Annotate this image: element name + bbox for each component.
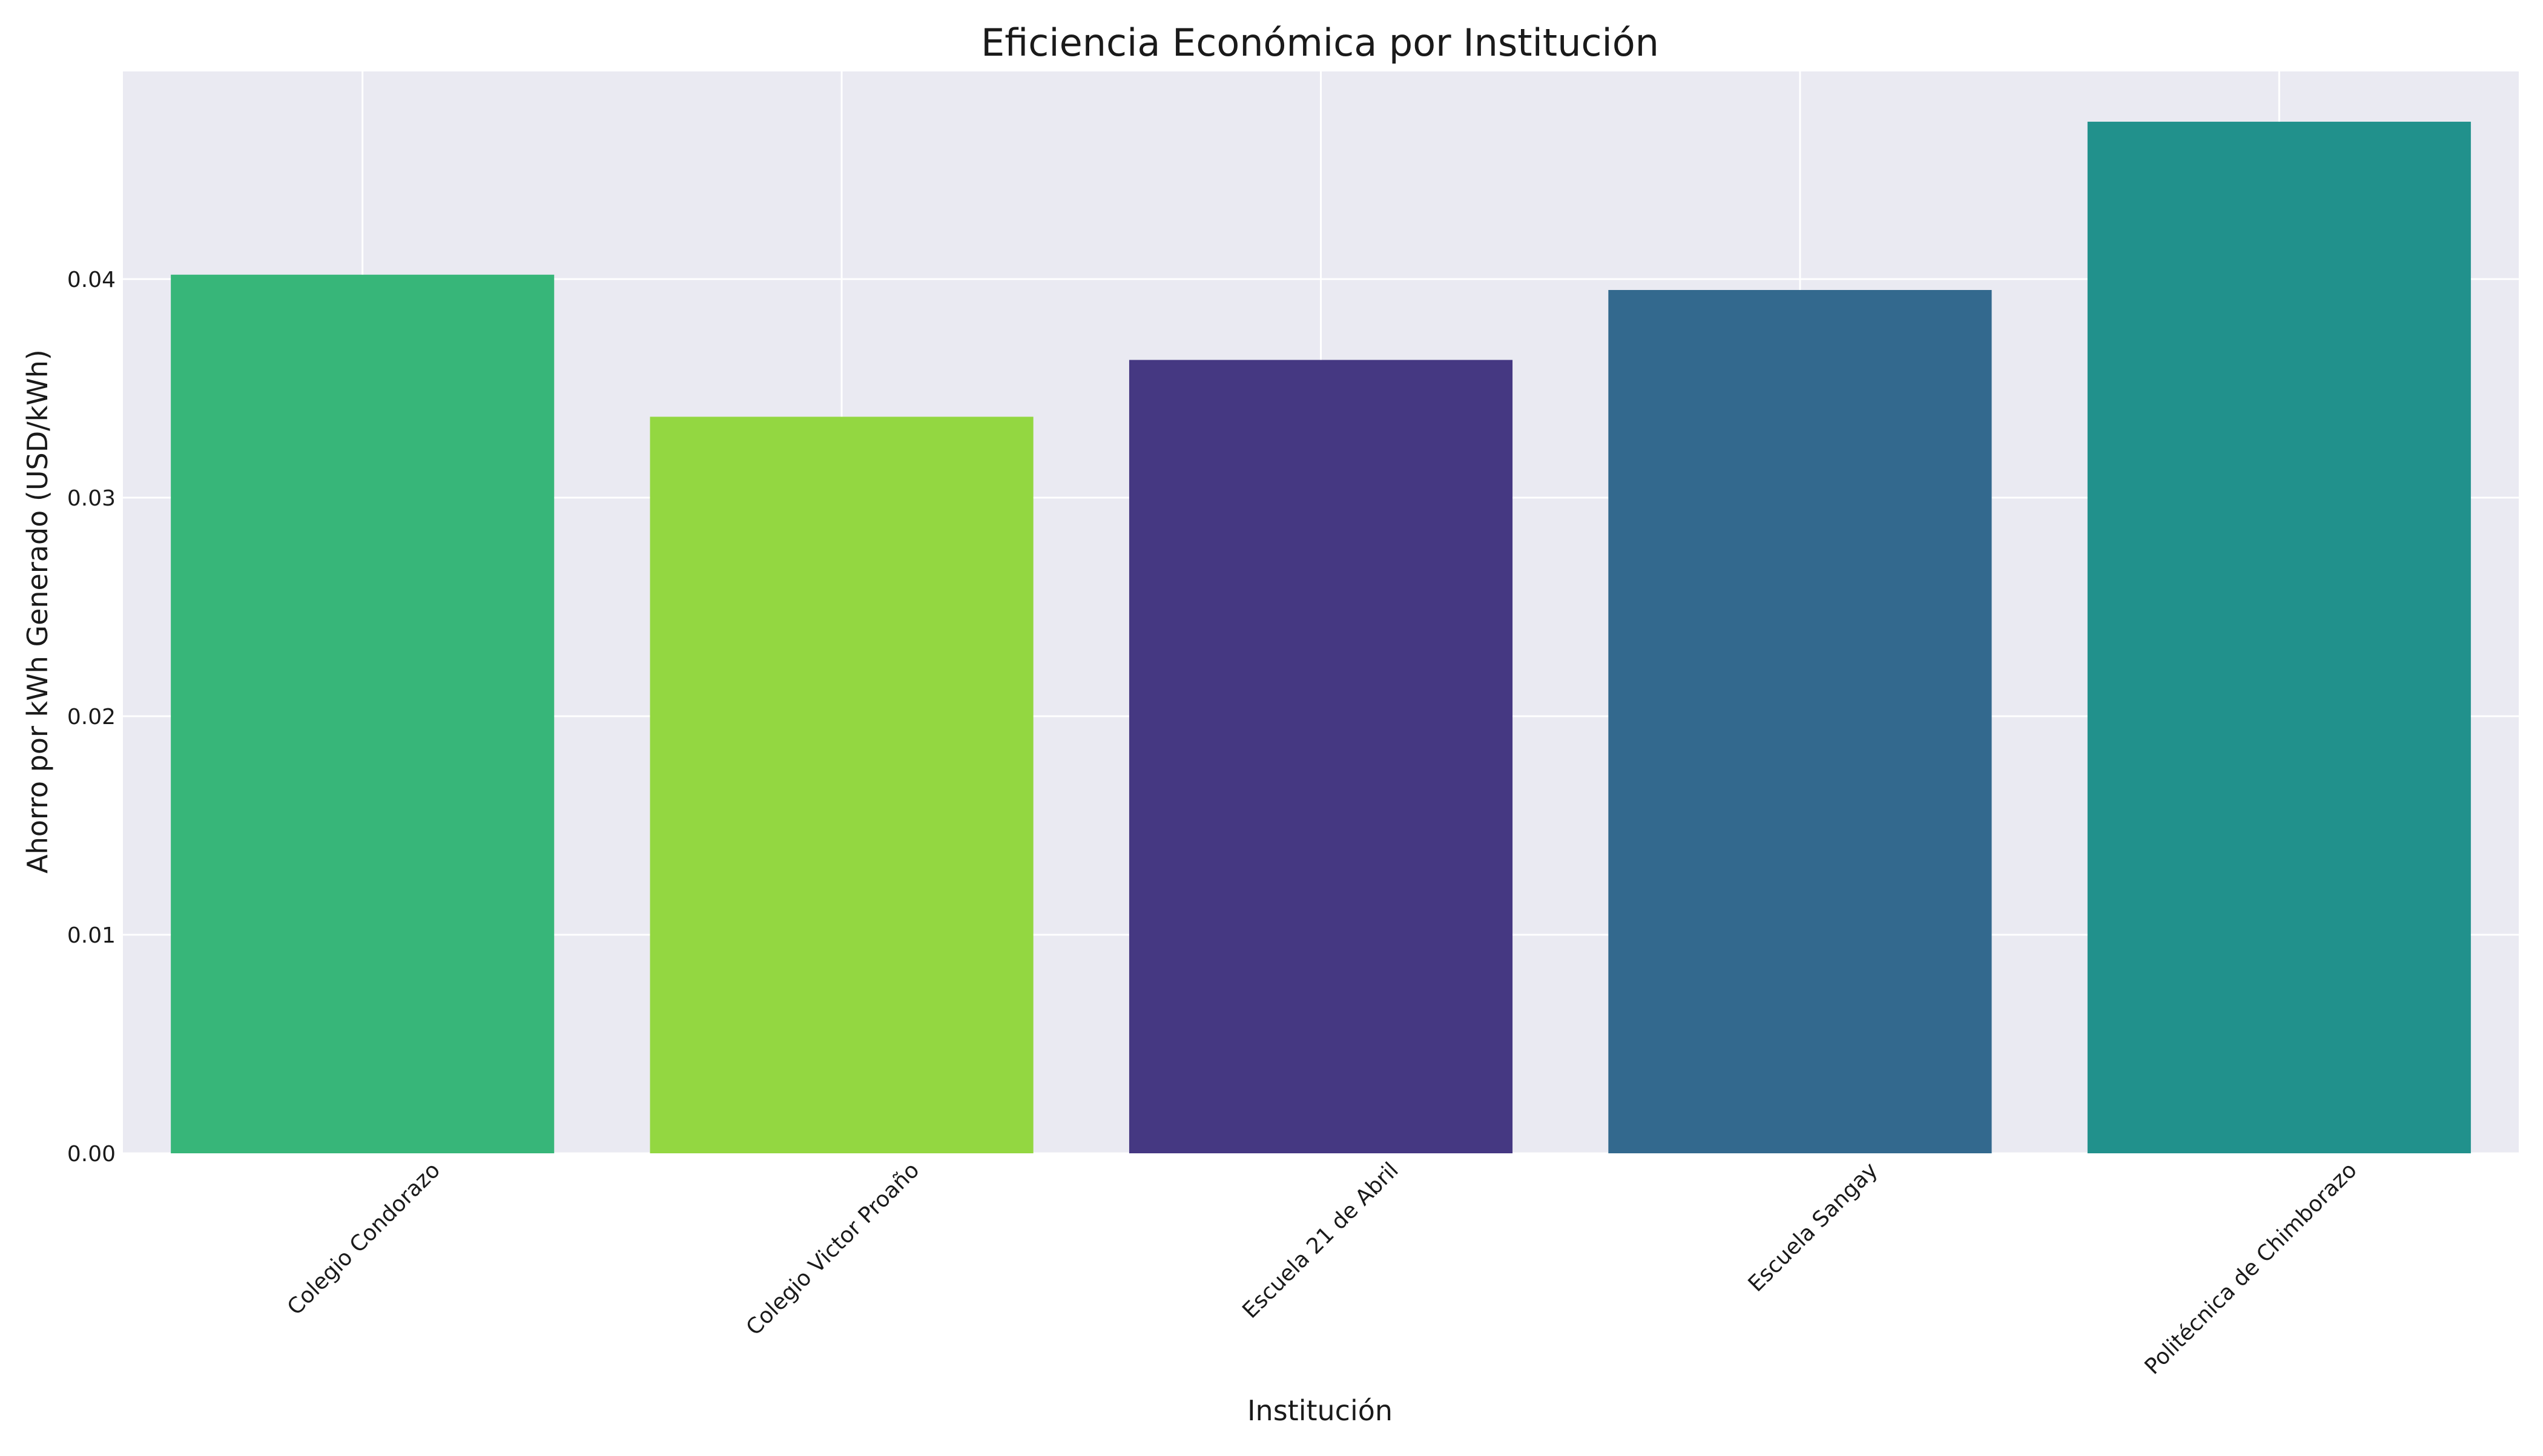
y-axis-label: Ahorro por kWh Generado (USD/kWh) [21,349,54,874]
x-tick-label: Colegio Victor Proaño [742,1158,925,1340]
bar-5 [2087,122,2471,1153]
y-tick-label: 0.01 [67,923,116,948]
y-tick-label: 0.02 [67,705,116,730]
x-ticks: Colegio Condorazo Colegio Victor Proaño Es… [283,1158,2362,1379]
x-axis-label: Institución [1247,1394,1393,1427]
x-tick-label: Colegio Condorazo [283,1158,445,1320]
x-tick-label: Escuela Sangay [1744,1158,1883,1297]
y-tick-label: 0.04 [67,268,116,292]
chart-title: Eficiencia Económica por Institución [981,21,1659,65]
x-tick-label: Politécnica de Chimborazo [2140,1158,2362,1379]
y-tick-label: 0.03 [67,486,116,511]
y-ticks: 0.00 0.01 0.02 0.03 0.04 [67,268,116,1167]
bar-4 [1608,290,1992,1153]
y-tick-label: 0.00 [67,1142,116,1167]
bar-1 [171,274,555,1153]
x-tick-label: Escuela 21 de Abril [1238,1158,1403,1323]
bars [171,122,2471,1153]
bar-3 [1129,360,1513,1153]
bar-2 [650,417,1034,1153]
